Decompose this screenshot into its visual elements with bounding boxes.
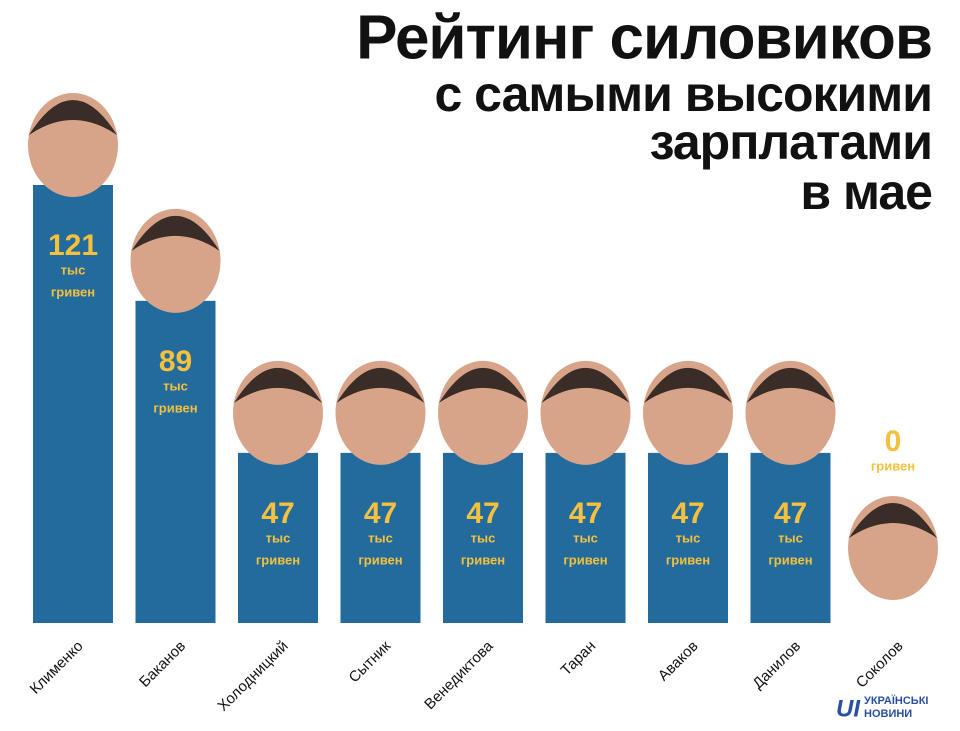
- value-label: 121: [48, 229, 98, 262]
- portrait-hair: [29, 100, 117, 135]
- x-tick-label: Холодницкий: [214, 638, 291, 715]
- bar: [443, 452, 523, 623]
- bar: [33, 185, 113, 623]
- unit-label: тыс: [61, 262, 86, 277]
- unit-label: тыс: [778, 530, 803, 545]
- bar: [750, 452, 831, 623]
- unit-label: тыс: [368, 530, 393, 545]
- chart-title: с самыми высокими: [434, 66, 932, 122]
- logo-mark: UI: [836, 695, 861, 722]
- unit-label: гривен: [871, 458, 915, 473]
- x-tick-label: Баканов: [136, 638, 189, 691]
- bar: [340, 452, 421, 623]
- unit-label: тыс: [676, 530, 701, 545]
- bar: [648, 452, 728, 623]
- logo-text: УКРАЇНСЬКІ: [864, 694, 928, 707]
- x-tick-label: Аваков: [655, 638, 702, 685]
- value-label: 47: [569, 497, 602, 530]
- portrait-hair: [234, 367, 322, 403]
- unit-label: тыс: [266, 530, 291, 545]
- chart-title: Рейтинг силовиков: [356, 3, 932, 72]
- portrait-hair: [541, 367, 630, 403]
- x-tick-label: Таран: [558, 638, 600, 680]
- value-label: 0: [885, 425, 902, 458]
- x-tick-label: Клименко: [27, 638, 87, 698]
- x-tick-label: Данилов: [749, 638, 804, 693]
- x-tick-label: Соколов: [853, 638, 907, 692]
- unit-label: гривен: [461, 552, 505, 567]
- portrait-hair: [131, 215, 220, 251]
- unit-label: тыс: [573, 530, 598, 545]
- bar: [135, 300, 216, 623]
- unit-label: гривен: [563, 552, 607, 567]
- portrait-hair: [849, 503, 937, 538]
- unit-label: гривен: [153, 400, 197, 415]
- unit-label: гривен: [666, 552, 710, 567]
- value-label: 47: [466, 497, 499, 530]
- bar: [238, 452, 318, 623]
- unit-label: тыс: [163, 378, 188, 393]
- portrait-hair: [746, 367, 835, 403]
- logo: UI УКРАЇНСЬКІ НОВИНИ: [836, 694, 928, 722]
- value-label: 47: [671, 497, 704, 530]
- portrait-hair: [439, 367, 527, 403]
- chart-title: в мае: [800, 164, 932, 220]
- chart-title: зарплатами: [650, 114, 932, 170]
- unit-label: гривен: [51, 284, 95, 299]
- unit-label: тыс: [471, 530, 496, 545]
- value-label: 47: [261, 497, 294, 530]
- bar: [545, 452, 626, 623]
- logo-text: НОВИНИ: [864, 708, 912, 720]
- x-tick-label: Сытник: [346, 637, 395, 686]
- unit-label: гривен: [256, 552, 300, 567]
- value-label: 47: [774, 497, 807, 530]
- value-label: 89: [159, 345, 192, 378]
- portrait-hair: [644, 367, 732, 403]
- value-label: 47: [364, 497, 397, 530]
- portrait-hair: [336, 367, 425, 403]
- unit-label: гривен: [358, 552, 402, 567]
- x-tick-label: Венедиктова: [421, 637, 497, 713]
- unit-label: гривен: [768, 552, 812, 567]
